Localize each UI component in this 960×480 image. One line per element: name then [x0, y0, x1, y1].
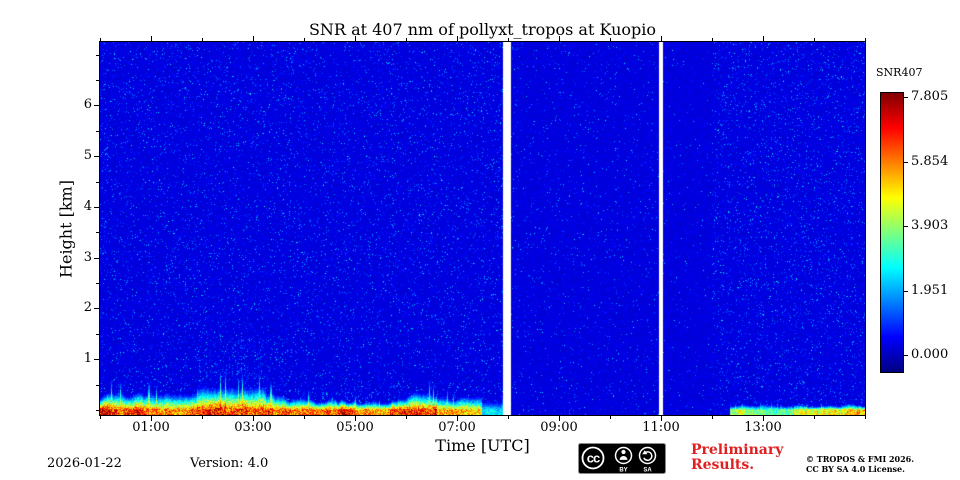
x-tick-label: 11:00	[635, 419, 687, 436]
colorbar-tick-label: 0.000	[911, 346, 948, 363]
x-tick-top	[457, 36, 458, 41]
version-label: Version: 4.0	[190, 456, 268, 471]
x-tick-top	[559, 36, 560, 41]
lidar-quicklook-figure: SNR at 407 nm of pollyxt_tropos at Kuopi…	[0, 0, 960, 480]
x-tick-top	[865, 38, 866, 41]
x-tick-top	[100, 38, 101, 41]
cc-logo-text: cc	[587, 451, 600, 466]
copyright-note: © TROPOS & FMI 2026. CC BY SA 4.0 Licens…	[806, 455, 914, 474]
x-tick-top	[355, 36, 356, 41]
y-tick	[96, 385, 99, 386]
x-tick	[100, 416, 101, 419]
y-tick-label: 5	[68, 147, 92, 164]
x-tick-label: 09:00	[533, 419, 585, 436]
colorbar-tick	[904, 97, 908, 98]
y-tick-label: 2	[68, 299, 92, 316]
y-tick	[94, 308, 99, 309]
chart-title: SNR at 407 nm of pollyxt_tropos at Kuopi…	[100, 20, 865, 39]
colorbar-tick	[904, 162, 908, 163]
copyright-line2: CC BY SA 4.0 License.	[806, 465, 914, 475]
x-tick	[814, 416, 815, 419]
y-tick-label: 1	[68, 350, 92, 367]
y-tick-label: 3	[68, 249, 92, 266]
colorbar-title: SNR407	[876, 66, 922, 79]
x-tick-label: 01:00	[125, 419, 177, 436]
y-tick	[96, 182, 99, 183]
x-tick	[406, 416, 407, 419]
y-tick	[94, 359, 99, 360]
y-tick	[94, 258, 99, 259]
x-tick-top	[253, 36, 254, 41]
colorbar-tick-label: 5.854	[911, 153, 948, 170]
date-label: 2026-01-22	[47, 456, 122, 471]
x-tick-top	[610, 38, 611, 41]
x-tick-label: 13:00	[737, 419, 789, 436]
colorbar-tick-label: 1.951	[911, 282, 948, 299]
x-tick-top	[151, 36, 152, 41]
y-tick	[96, 55, 99, 56]
y-tick	[94, 105, 99, 106]
y-tick	[96, 232, 99, 233]
y-tick	[96, 131, 99, 132]
y-tick-label: 6	[68, 96, 92, 113]
colorbar-tick	[904, 226, 908, 227]
x-tick-top	[814, 38, 815, 41]
y-tick-label: 4	[68, 198, 92, 215]
sa-label: SA	[643, 468, 652, 474]
x-tick-top	[508, 38, 509, 41]
x-tick-label: 03:00	[227, 419, 279, 436]
preliminary-line1: Preliminary	[691, 443, 783, 458]
x-tick-top	[202, 38, 203, 41]
x-tick-label: 05:00	[329, 419, 381, 436]
x-tick	[712, 416, 713, 419]
y-tick	[94, 156, 99, 157]
cc-license-badge: cc BY SA	[578, 443, 666, 474]
colorbar-tick	[904, 355, 908, 356]
x-tick	[202, 416, 203, 419]
y-tick	[96, 410, 99, 411]
y-tick	[96, 80, 99, 81]
colorbar-tick-label: 7.805	[911, 88, 948, 105]
x-tick-top	[661, 36, 662, 41]
by-label: BY	[619, 468, 627, 474]
x-tick	[304, 416, 305, 419]
colorbar-tick-label: 3.903	[911, 217, 948, 234]
x-tick-top	[304, 38, 305, 41]
y-tick	[96, 334, 99, 335]
preliminary-line2: Results.	[691, 458, 783, 473]
x-tick	[610, 416, 611, 419]
x-tick-top	[406, 38, 407, 41]
colorbar-tick	[904, 291, 908, 292]
x-tick-top	[763, 36, 764, 41]
x-tick	[865, 416, 866, 419]
x-tick-top	[712, 38, 713, 41]
x-tick-label: 07:00	[431, 419, 483, 436]
colorbar	[880, 92, 904, 373]
x-tick	[508, 416, 509, 419]
snr-heatmap-canvas	[100, 42, 865, 415]
y-tick	[96, 283, 99, 284]
y-tick	[94, 207, 99, 208]
preliminary-results-note: Preliminary Results.	[691, 443, 783, 473]
